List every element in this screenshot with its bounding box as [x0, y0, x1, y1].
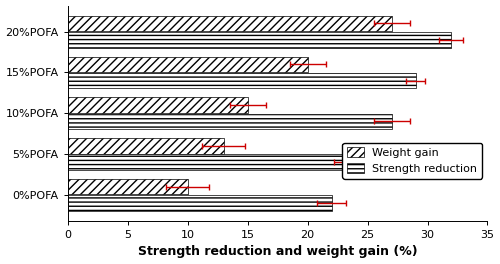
X-axis label: Strength reduction and weight gain (%): Strength reduction and weight gain (%): [138, 246, 417, 258]
Legend: Weight gain, Strength reduction: Weight gain, Strength reduction: [342, 143, 482, 178]
Bar: [68, 114, 392, 129]
Bar: [68, 32, 452, 48]
Bar: [68, 56, 308, 72]
Bar: [68, 138, 224, 154]
Bar: [68, 195, 332, 211]
Bar: [68, 16, 392, 31]
Bar: [68, 154, 344, 170]
Bar: [68, 97, 248, 113]
Bar: [68, 179, 188, 194]
Bar: [68, 73, 416, 88]
